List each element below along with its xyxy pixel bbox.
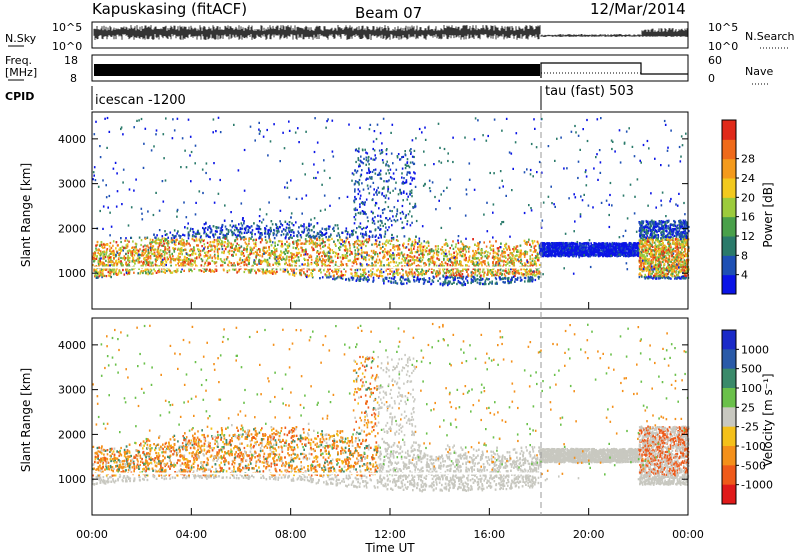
colorbar-tick-label: 1000: [741, 343, 769, 356]
xtick-label: 00:00: [76, 528, 108, 541]
colorbar-segment: [722, 369, 736, 389]
ytick-label: 3000: [58, 178, 86, 191]
colorbar-tick-label: 25: [741, 401, 755, 414]
xtick-label: 04:00: [175, 528, 207, 541]
station-title: Kapuskasing (fitACF): [92, 0, 247, 18]
power-heatmap-data: [92, 117, 690, 287]
colorbar-segment: [722, 388, 736, 408]
colorbar-tick-label: 100: [741, 382, 762, 395]
colorbar-segment: [722, 139, 736, 159]
ytick-label: 4000: [58, 339, 86, 352]
colorbar-segment: [722, 275, 736, 295]
nsky-label: N.Sky: [5, 32, 37, 45]
xtick-label: 08:00: [275, 528, 307, 541]
nsearch-label: N.Search: [745, 30, 795, 43]
freq-tick-bottom: 8: [70, 72, 77, 85]
date-title: 12/Mar/2014: [590, 0, 686, 18]
ytick-label: 2000: [58, 428, 86, 441]
power-colorbar-label: Power [dB]: [761, 182, 775, 247]
xtick-label: 12:00: [374, 528, 406, 541]
colorbar-tick-label: 8: [741, 249, 748, 262]
ytick-label: 3000: [58, 384, 86, 397]
velocity-heatmap-data: [92, 323, 690, 492]
xtick-label: 00:00: [672, 528, 704, 541]
colorbar-tick-label: 500: [741, 363, 762, 376]
velocity-ylabel: Slant Range [km]: [19, 368, 33, 472]
nsky-tick-top: 10^5: [52, 21, 82, 34]
colorbar-segment: [722, 236, 736, 256]
colorbar-tick-label: 4: [741, 269, 748, 282]
xtick-label: 16:00: [473, 528, 505, 541]
nsky-trace-path: [94, 25, 687, 40]
colorbar-segment: [722, 178, 736, 198]
ytick-label: 4000: [58, 133, 86, 146]
power-colorbar: 4 8 12 16 20 24 28: [722, 120, 755, 295]
cpid-1: icescan -1200: [95, 93, 186, 108]
beam-title: Beam 07: [355, 4, 422, 22]
colorbar-segment: [722, 255, 736, 275]
colorbar-segment: [722, 349, 736, 369]
colorbar-tick-label: 12: [741, 230, 755, 243]
ytick-label: 1000: [58, 267, 86, 280]
colorbar-tick-label: 24: [741, 172, 755, 185]
nsky-trace: [94, 25, 687, 40]
nave-tick-top: 60: [708, 54, 722, 67]
colorbar-segment: [722, 330, 736, 350]
colorbar-tick-label: -1000: [741, 479, 773, 492]
colorbar-segment: [722, 120, 736, 140]
colorbar-tick-label: -25: [741, 421, 759, 434]
xtick-label: 20:00: [573, 528, 605, 541]
ytick-label: 1000: [58, 473, 86, 486]
freq-trace: [94, 64, 540, 76]
time-xlabel: Time UT: [364, 541, 415, 554]
nave-label: Nave: [745, 65, 773, 78]
nsky-tick-bottom: 10^0: [52, 40, 82, 53]
freq-label-2: [MHz]: [5, 66, 37, 79]
colorbar-segment: [722, 427, 736, 447]
colorbar-tick-label: 16: [741, 211, 755, 224]
velocity-colorbar-label: Velocity [m s⁻¹]: [761, 373, 775, 466]
nsearch-tick-top: 10^5: [708, 21, 738, 34]
colorbar-segment: [722, 446, 736, 466]
colorbar-segment: [722, 217, 736, 237]
ytick-label: 2000: [58, 222, 86, 235]
power-ylabel: Slant Range [km]: [19, 163, 33, 267]
colorbar-segment: [722, 465, 736, 485]
colorbar-segment: [722, 197, 736, 217]
nave-trace: [541, 63, 688, 78]
cpid-2: tau (fast) 503: [545, 84, 634, 99]
colorbar-segment: [722, 407, 736, 427]
colorbar-segment: [722, 485, 736, 505]
colorbar-tick-label: 20: [741, 191, 755, 204]
colorbar-segment: [722, 159, 736, 179]
freq-tick-top: 18: [64, 54, 78, 67]
nsearch-tick-bottom: 10^0: [708, 40, 738, 53]
nave-tick-bottom: 0: [708, 72, 715, 85]
colorbar-tick-label: 28: [741, 153, 755, 166]
cpid-label: CPID: [5, 90, 34, 103]
